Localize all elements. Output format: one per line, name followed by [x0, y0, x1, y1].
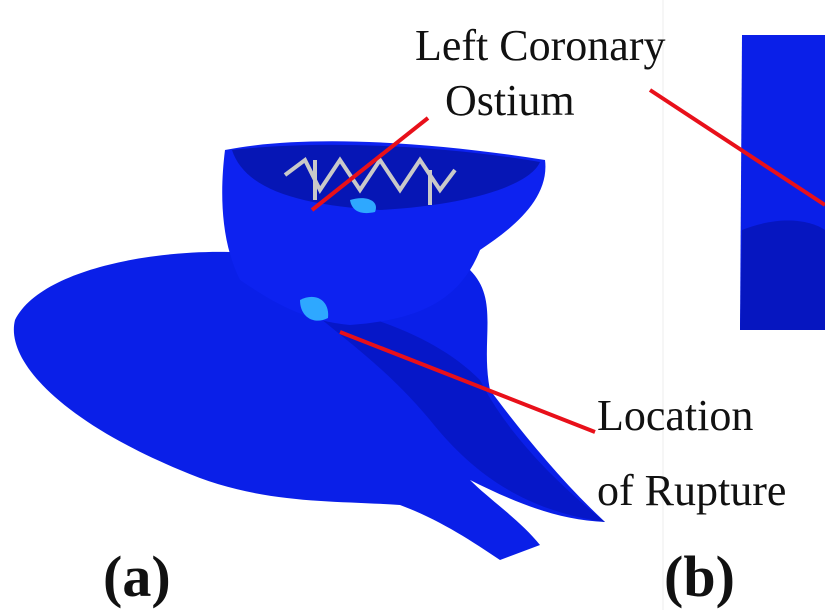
annotation: Left Coronary: [415, 21, 665, 70]
annotation: of Rupture: [597, 466, 786, 515]
panel-label: (b): [664, 544, 735, 609]
figure: Left Coronary Ostium Location of Rupture…: [0, 0, 825, 610]
panel-b-shade: [740, 221, 825, 330]
annotation: Location: [597, 391, 753, 440]
page: Left Coronary Ostium Location of Rupture…: [0, 0, 825, 610]
annotation: Ostium: [445, 76, 575, 125]
panel-label: (a): [103, 544, 171, 609]
aorta-model: [14, 141, 605, 560]
